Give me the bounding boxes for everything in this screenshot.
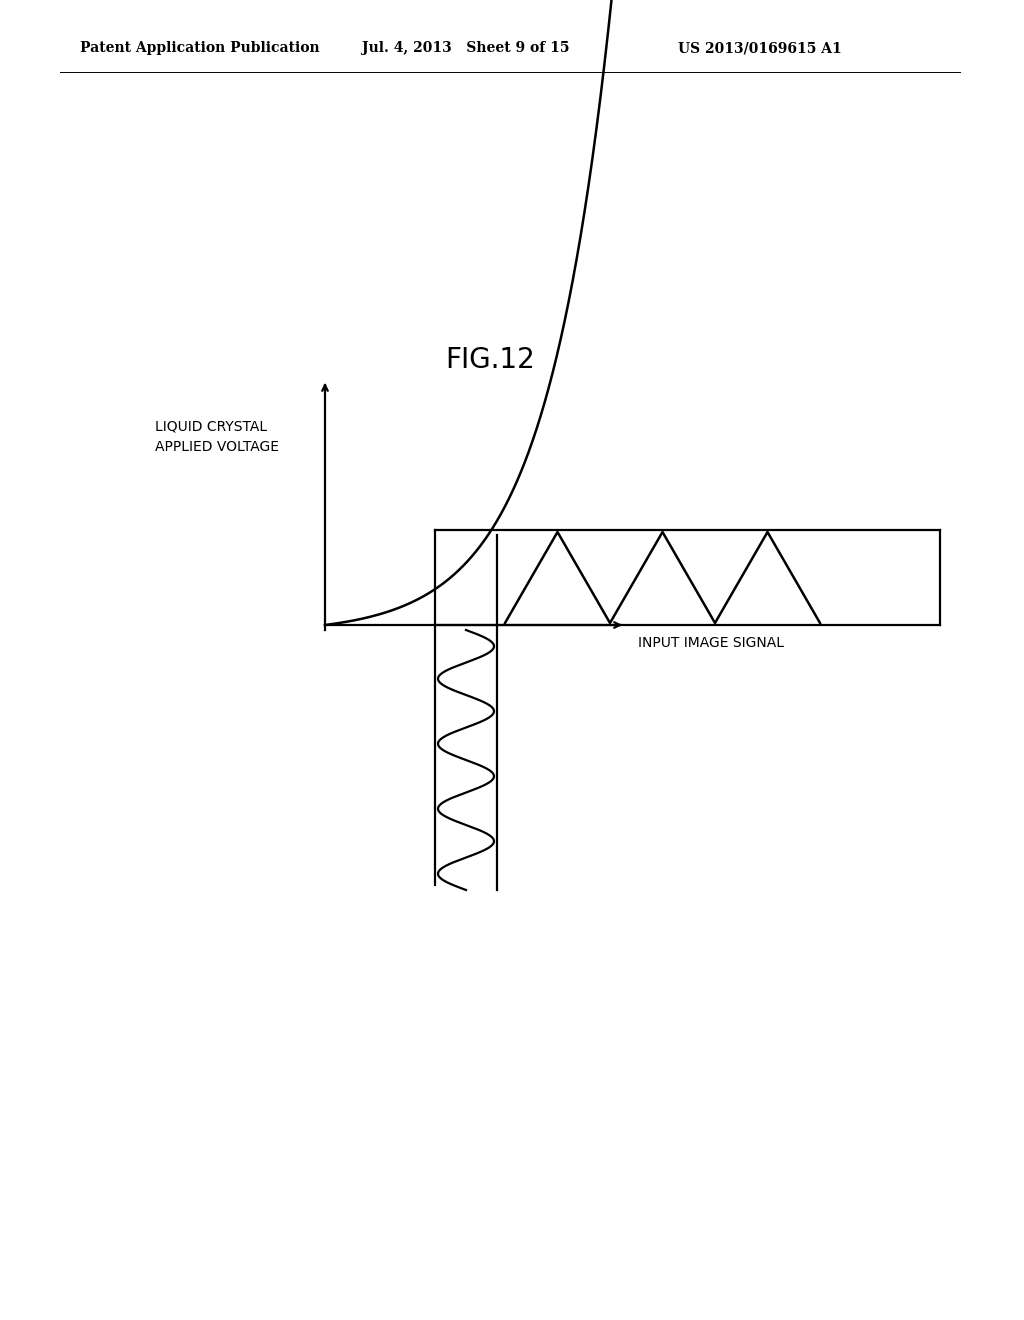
Text: LIQUID CRYSTAL: LIQUID CRYSTAL [155, 420, 267, 434]
Text: US 2013/0169615 A1: US 2013/0169615 A1 [678, 41, 842, 55]
Text: Patent Application Publication: Patent Application Publication [80, 41, 319, 55]
Text: FIG.12: FIG.12 [445, 346, 535, 374]
Text: INPUT IMAGE SIGNAL: INPUT IMAGE SIGNAL [638, 636, 784, 649]
Text: Jul. 4, 2013   Sheet 9 of 15: Jul. 4, 2013 Sheet 9 of 15 [362, 41, 569, 55]
Text: APPLIED VOLTAGE: APPLIED VOLTAGE [155, 440, 279, 454]
